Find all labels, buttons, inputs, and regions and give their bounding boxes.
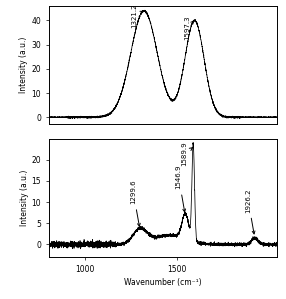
Text: 1589.9: 1589.9 xyxy=(181,141,192,166)
Y-axis label: Intensity (a.u.): Intensity (a.u.) xyxy=(19,170,29,226)
Text: 1321.2: 1321.2 xyxy=(132,3,143,28)
Text: 1926.2: 1926.2 xyxy=(245,188,255,234)
Text: 1299.6: 1299.6 xyxy=(130,180,140,226)
Y-axis label: Intensity (a.u.): Intensity (a.u.) xyxy=(19,37,28,93)
X-axis label: Wavenumber (cm⁻¹): Wavenumber (cm⁻¹) xyxy=(124,278,202,287)
Text: 1546.9: 1546.9 xyxy=(176,165,186,212)
Text: 1597.3: 1597.3 xyxy=(184,15,194,40)
